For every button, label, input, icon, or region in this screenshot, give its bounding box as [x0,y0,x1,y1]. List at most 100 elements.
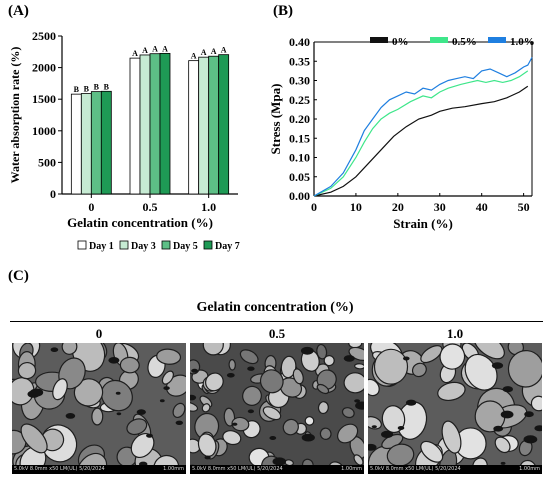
sem-cavity [146,433,153,438]
sem-pore [353,454,364,466]
legend-label: 0.5% [452,36,477,48]
y-tick-label: 500 [38,155,56,169]
sem-pore [420,345,443,364]
significance-label: A [132,49,138,58]
legend-swatch [161,240,171,250]
sem-cavity [159,399,165,403]
sem-cavity [381,430,394,438]
sem-pore [494,436,511,454]
bar-day-5 [208,55,220,195]
sem-pore [437,381,466,401]
sem-pore [373,348,409,385]
sem-column-label-0: 0 [95,326,103,341]
sem-pore [202,343,224,356]
sem-pore [337,423,359,444]
sem-info-bar: 5.0kV 8.0mm x50 LM(UL) 5/20/2024 1.00mm [12,465,186,474]
sem-pore [354,363,364,370]
sem-cavity [354,399,360,403]
sem-cavity [116,412,122,416]
significance-label: A [191,52,197,61]
sem-pore [262,406,282,421]
panel-a-label: (A) [8,3,29,19]
sem-cavity [371,425,377,429]
significance-label: B [94,83,100,92]
sem-pore [190,401,199,412]
significance-label: A [162,44,168,53]
sem-cavity [355,401,364,410]
sem-pore [172,402,186,419]
sem-info-right: 1.00mm [519,466,540,472]
sem-image-2: 5.0kV 8.0mm x50 LM(UL) 5/20/2024 1.00mm [368,343,542,474]
sem-cavity [191,368,198,373]
y-tick-label: 0.15 [289,131,310,145]
y-tick-label: 0 [50,187,56,201]
sem-pore [316,383,330,395]
x-tick-label: 0 [311,200,317,214]
significance-label: B [104,82,110,91]
sem-pore [317,401,329,415]
legend-swatch [430,37,448,43]
sem-cavity [232,422,238,426]
sem-cavity [368,443,377,451]
sem-pore [368,416,382,430]
sem-section-rule [10,321,543,322]
sem-cavity [397,426,405,430]
legend-swatch [77,240,87,250]
legend-label: Day 1 [89,241,114,252]
x-tick-label: 20 [392,200,404,214]
x-tick-label: 0 [88,200,94,214]
sem-cavity [204,455,211,460]
sem-pore [156,348,182,365]
sem-cavity [534,425,542,432]
sem-info-bar: 5.0kV 8.0mm x50 LM(UL) 5/20/2024 1.00mm [190,465,364,474]
sem-pore [411,362,427,378]
sem-info-left: 5.0kV 8.0mm x50 LM(UL) 5/20/2024 [192,466,283,472]
sem-pore [341,407,355,419]
sem-cavity [500,461,506,465]
sem-image-0: 5.0kV 8.0mm x50 LM(UL) 5/20/2024 1.00mm [12,343,186,474]
sem-pore [201,403,211,413]
y-tick-label: 0.30 [289,74,310,88]
sem-info-right: 1.00mm [163,466,184,472]
series-line-0pct [313,85,529,197]
x-axis-title: Strain (%) [393,216,453,231]
sem-pore [228,359,236,371]
significance-label: A [142,46,148,55]
x-tick-label: 10 [350,200,362,214]
legend-swatch [370,37,388,43]
sem-pore [280,355,297,379]
sem-pore [73,378,104,407]
y-axis-title: Stress (Mpa) [270,84,283,155]
sem-cavity [493,425,504,432]
sem-cavity [269,436,277,440]
sem-cavity [190,394,197,401]
legend-swatch [488,37,506,43]
sem-pore [473,343,505,360]
sem-pore [100,379,133,412]
sem-info-bar: 5.0kV 8.0mm x50 LM(UL) 5/20/2024 1.00mm [368,465,542,474]
y-tick-label: 0.05 [289,170,310,184]
y-tick-label: 2500 [32,29,56,43]
sem-pore [52,378,68,401]
sem-pore [197,433,217,457]
legend-swatch [203,240,213,250]
x-tick-label: 40 [476,200,488,214]
stress-strain-line-chart: 0.00 0.05 0.10 0.15 0.20 0.25 0.30 0.35 0.40 0 10 2… [270,35,535,231]
sem-pore [507,350,542,388]
y-tick-label: 0.10 [289,151,310,165]
sem-cavity [163,386,170,390]
bar-day-3 [80,93,92,195]
sem-pore [282,418,299,436]
sem-pore [91,407,104,426]
panel-c-label: (C) [8,268,29,284]
sem-pore [420,440,444,463]
sem-pore [319,427,332,440]
sem-info-left: 5.0kV 8.0mm x50 LM(UL) 5/20/2024 [370,466,461,472]
sem-pore [119,356,140,374]
sem-pore [441,420,462,454]
sem-cavity [491,362,504,369]
significance-label: A [152,45,158,54]
sem-cavity [108,357,120,364]
sem-pore [17,361,37,380]
sem-cavity [30,388,44,397]
